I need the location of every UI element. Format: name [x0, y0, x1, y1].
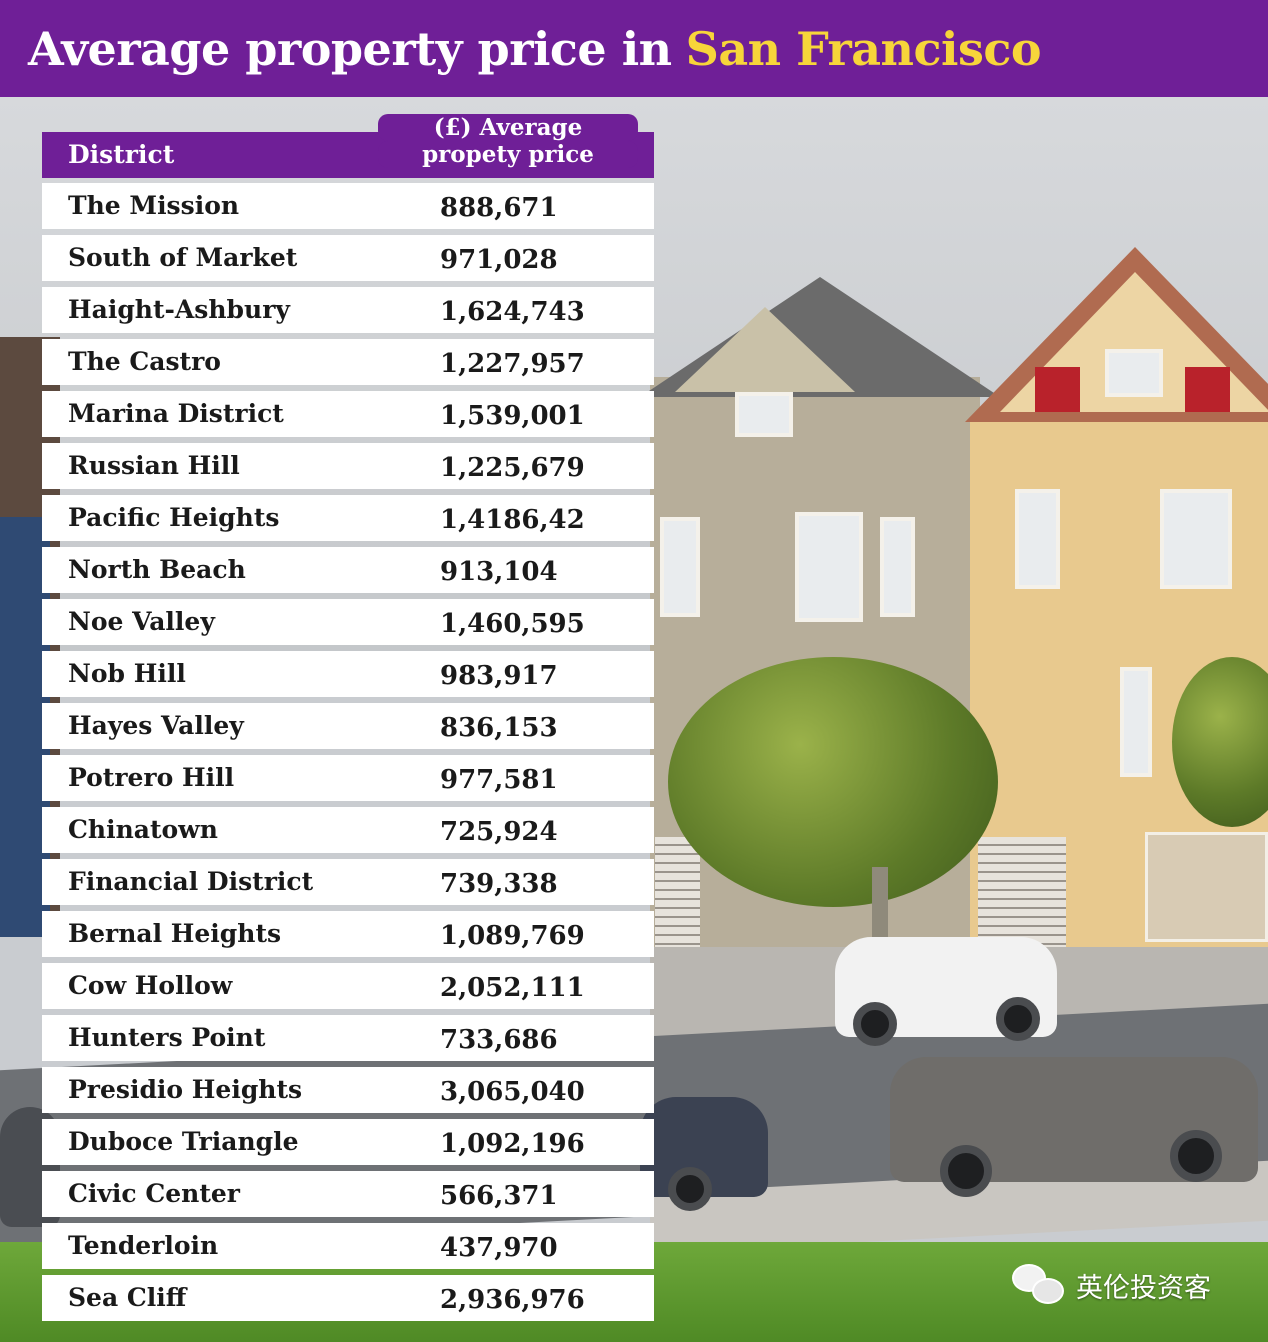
table-row: Tenderloin 437,970	[42, 1223, 654, 1269]
table-row: Duboce Triangle 1,092,196	[42, 1119, 654, 1165]
title-text: Average property price in	[28, 21, 672, 76]
table-row: Civic Center 566,371	[42, 1171, 654, 1217]
watermark-text: 英伦投资客	[1076, 1272, 1211, 1304]
car-wheel	[996, 997, 1040, 1041]
price-value: 725,924	[440, 817, 558, 847]
table-header: District (£) Average propety price	[42, 114, 654, 178]
title-city: San Francisco	[685, 21, 1042, 76]
district-name: Sea Cliff	[68, 1283, 187, 1312]
tree	[668, 657, 998, 907]
price-value: 888,671	[440, 193, 558, 223]
car-wheel	[1170, 1130, 1222, 1182]
table-body: The Mission 888,671 South of Market 971,028…	[42, 183, 654, 1327]
table-row: Potrero Hill 977,581	[42, 755, 654, 801]
district-name: Chinatown	[68, 815, 218, 844]
table-row: Marina District 1,539,001	[42, 391, 654, 437]
grey-house-gable	[675, 307, 855, 392]
column-header-price: (£) Average propety price	[378, 114, 638, 168]
page-title: Average property price in San Francisco	[0, 0, 1268, 97]
table-row: South of Market 971,028	[42, 235, 654, 281]
price-value: 1,624,743	[440, 297, 585, 327]
district-name: Russian Hill	[68, 451, 240, 480]
district-name: The Mission	[68, 191, 240, 220]
district-name: Bernal Heights	[68, 919, 282, 948]
district-name: Haight-Ashbury	[68, 295, 290, 324]
table-row: Haight-Ashbury 1,624,743	[42, 287, 654, 333]
table-row: Financial District 739,338	[42, 859, 654, 905]
price-value: 733,686	[440, 1025, 558, 1055]
district-name: Nob Hill	[68, 659, 186, 688]
price-value: 739,338	[440, 869, 558, 899]
wechat-icon	[1012, 1262, 1068, 1308]
price-value: 836,153	[440, 713, 558, 743]
window	[660, 517, 700, 617]
district-name: The Castro	[68, 347, 221, 376]
table-row: The Mission 888,671	[42, 183, 654, 229]
price-value: 1,225,679	[440, 453, 585, 483]
window	[795, 512, 863, 622]
district-name: South of Market	[68, 243, 298, 272]
table-row: Nob Hill 983,917	[42, 651, 654, 697]
price-value: 3,065,040	[440, 1077, 585, 1107]
district-name: Potrero Hill	[68, 763, 235, 792]
window	[735, 392, 793, 437]
district-name: Presidio Heights	[68, 1075, 303, 1104]
table-row: Noe Valley 1,460,595	[42, 599, 654, 645]
tree	[1172, 657, 1268, 827]
column-header-price-line2: propety price	[378, 141, 638, 168]
window	[1160, 489, 1232, 589]
table-row: Russian Hill 1,225,679	[42, 443, 654, 489]
district-name: Noe Valley	[68, 607, 215, 636]
garage-door	[1145, 832, 1268, 942]
price-value: 971,028	[440, 245, 558, 275]
table-row: Hayes Valley 836,153	[42, 703, 654, 749]
district-name: Pacific Heights	[68, 503, 280, 532]
price-value: 1,539,001	[440, 401, 585, 431]
table-row: Chinatown 725,924	[42, 807, 654, 853]
price-value: 2,936,976	[440, 1285, 585, 1315]
district-name: Hayes Valley	[68, 711, 244, 740]
table-row: Sea Cliff 2,936,976	[42, 1275, 654, 1321]
left-blue-house	[0, 517, 50, 937]
watermark: 英伦投资客	[1012, 1262, 1211, 1308]
district-name: Financial District	[68, 867, 314, 896]
price-value: 1,092,196	[440, 1129, 585, 1159]
column-header-price-line1: (£) Average	[378, 114, 638, 141]
table-row: Bernal Heights 1,089,769	[42, 911, 654, 957]
column-header-district: District	[68, 140, 175, 169]
price-value: 566,371	[440, 1181, 558, 1211]
price-value: 983,917	[440, 661, 558, 691]
table-row: Hunters Point 733,686	[42, 1015, 654, 1061]
window	[1120, 667, 1152, 777]
price-value: 977,581	[440, 765, 558, 795]
window	[1015, 489, 1060, 589]
car-wheel	[668, 1167, 712, 1211]
district-name: Tenderloin	[68, 1231, 219, 1260]
table-row: North Beach 913,104	[42, 547, 654, 593]
district-name: Cow Hollow	[68, 971, 233, 1000]
price-value: 437,970	[440, 1233, 558, 1263]
price-value: 2,052,111	[440, 973, 585, 1003]
price-value: 1,089,769	[440, 921, 585, 951]
red-trim	[1035, 367, 1080, 412]
price-value: 1,227,957	[440, 349, 585, 379]
car-wheel	[853, 1002, 897, 1046]
district-name: Duboce Triangle	[68, 1127, 299, 1156]
district-name: Hunters Point	[68, 1023, 266, 1052]
table-row: Presidio Heights 3,065,040	[42, 1067, 654, 1113]
table-row: Cow Hollow 2,052,111	[42, 963, 654, 1009]
table-row: The Castro 1,227,957	[42, 339, 654, 385]
car-wheel	[940, 1145, 992, 1197]
price-value: 1,4186,42	[440, 505, 585, 535]
red-trim	[1185, 367, 1230, 412]
district-name: Marina District	[68, 399, 284, 428]
window	[880, 517, 915, 617]
price-value: 1,460,595	[440, 609, 585, 639]
price-value: 913,104	[440, 557, 558, 587]
table-row: Pacific Heights 1,4186,42	[42, 495, 654, 541]
stairs	[978, 837, 1066, 947]
window	[1105, 349, 1163, 397]
district-name: North Beach	[68, 555, 246, 584]
district-name: Civic Center	[68, 1179, 240, 1208]
